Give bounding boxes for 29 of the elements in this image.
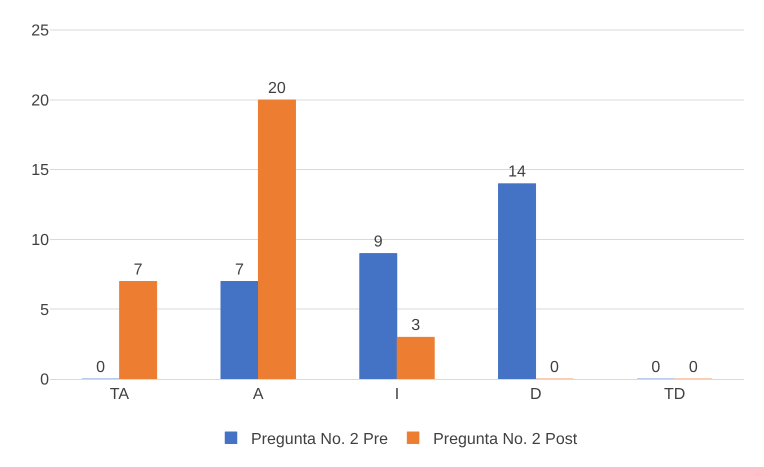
data-label: 0 [550, 359, 560, 376]
bar [498, 183, 536, 379]
x-tick-label: TA [110, 386, 130, 404]
bar [396, 336, 435, 379]
data-label: 7 [134, 261, 143, 278]
y-tick-label: 15 [31, 162, 50, 180]
bar [258, 100, 296, 379]
y-tick-label: 20 [31, 92, 50, 110]
x-tick-label: I [394, 386, 400, 404]
data-label: 0 [96, 359, 106, 376]
data-label: 0 [651, 359, 660, 376]
legend-label: Pregunta No. 2 Post [433, 431, 578, 448]
y-tick-label: 5 [40, 302, 50, 319]
y-tick-label: 0 [40, 372, 50, 389]
data-label: 7 [234, 261, 244, 278]
data-label: 3 [411, 317, 420, 334]
data-label: 9 [374, 233, 383, 250]
data-label: 20 [268, 80, 286, 97]
bar [119, 281, 158, 379]
legend-label: Pregunta No. 2 Pre [251, 431, 388, 448]
x-tick-label: A [252, 386, 264, 404]
bar [220, 281, 258, 379]
x-tick-label: TD [664, 386, 686, 404]
y-tick-label: 25 [31, 22, 50, 40]
bar [359, 253, 398, 379]
data-label: 14 [508, 164, 526, 181]
data-label: 0 [688, 359, 698, 376]
y-tick-label: 10 [31, 232, 50, 249]
x-tick-label: D [530, 386, 542, 404]
